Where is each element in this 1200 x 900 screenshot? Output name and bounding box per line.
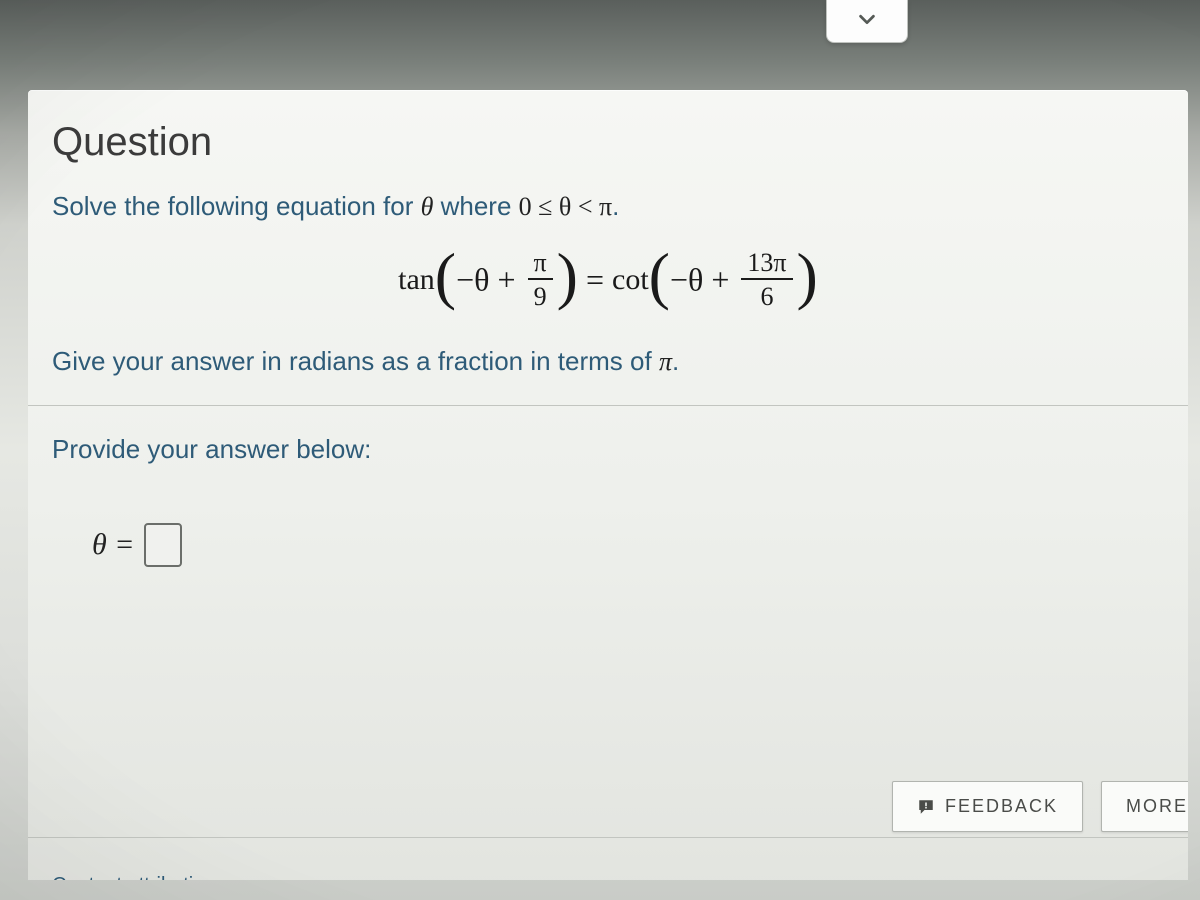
eqn-lhs-frac: π 9 [528,250,553,310]
provide-answer-label: Provide your answer below: [52,434,1164,465]
action-button-row: FEEDBACK MORE [892,781,1188,832]
close-paren-icon: ) [797,240,818,311]
eqn-rhs-frac-num: 13π [741,250,792,280]
eqn-lhs-frac-den: 9 [528,280,553,310]
prompt-lead: Solve the following equation for [52,191,421,221]
answer-row: θ = [92,523,1164,567]
question-prompt: Solve the following equation for θ where… [52,191,1164,222]
open-paren-icon: ( [435,240,456,311]
instruction-lead: Give your answer in radians as a fractio… [52,346,659,376]
more-button-label: MORE [1126,796,1188,817]
question-title: Question [52,120,1164,165]
answer-input[interactable] [144,523,182,567]
chevron-down-icon [856,8,878,35]
question-card-inner: Question Solve the following equation fo… [28,90,1188,880]
section-divider [28,837,1188,838]
more-button[interactable]: MORE [1101,781,1188,832]
eqn-rhs-frac-den: 6 [741,280,792,310]
prompt-var: θ [421,192,434,221]
eqn-rhs-frac: 13π 6 [741,250,792,310]
eqn-lhs-fn: tan [398,263,435,296]
prompt-tail: . [612,191,619,221]
question-card: Question Solve the following equation fo… [28,90,1188,880]
content-attribution-link[interactable]: Content attribution [52,874,215,880]
feedback-icon [917,798,935,816]
instruction-tail: . [672,346,679,376]
answer-lhs: θ = [92,528,134,562]
feedback-button[interactable]: FEEDBACK [892,781,1083,832]
feedback-button-label: FEEDBACK [945,796,1058,817]
prompt-range: 0 ≤ θ < π [519,192,613,221]
instruction-pi: π [659,347,672,376]
collapse-toggle[interactable] [826,0,908,43]
eqn-lhs-prefix: −θ + [456,262,523,298]
eqn-lhs-frac-num: π [528,250,553,280]
eqn-equals: = [586,262,612,298]
eqn-rhs-prefix: −θ + [670,262,737,298]
equation-display: tan(−θ + π 9 ) = cot(−θ + 13π 6 ) [52,250,1164,310]
open-paren-icon: ( [649,240,670,311]
answer-format-instruction: Give your answer in radians as a fractio… [52,346,1164,377]
section-divider [28,405,1188,406]
prompt-mid: where [433,191,518,221]
close-paren-icon: ) [557,240,578,311]
eqn-rhs-fn: cot [612,263,649,296]
